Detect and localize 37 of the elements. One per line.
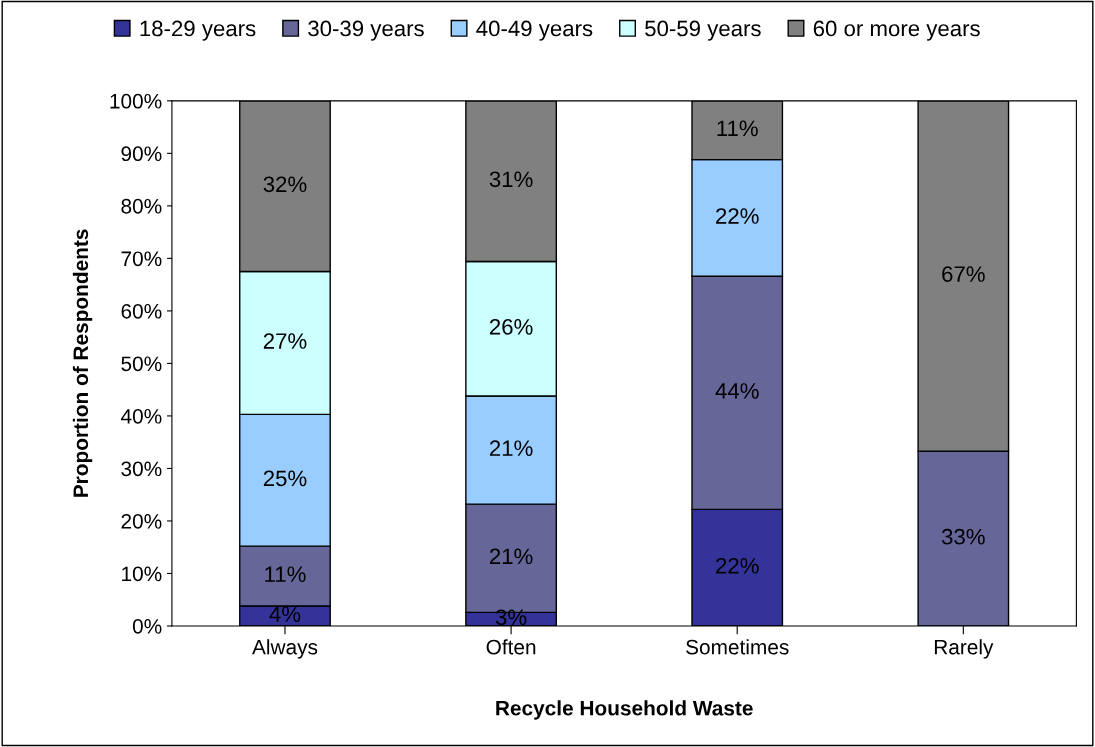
- data-label: 4%: [269, 606, 301, 622]
- x-axis-title: Recycle Household Waste: [496, 700, 753, 720]
- data-label: 27%: [263, 333, 307, 349]
- data-label: 33%: [941, 528, 985, 545]
- data-label: 31%: [489, 171, 533, 188]
- data-label: 25%: [263, 470, 307, 487]
- y-tick-label: 30%: [121, 461, 162, 477]
- y-tick-label: 40%: [120, 408, 162, 424]
- x-tick-label: Sometimes: [686, 639, 789, 655]
- data-label: 22%: [716, 557, 759, 574]
- legend-label: 50-59 years: [645, 20, 761, 41]
- data-label: 67%: [942, 266, 985, 282]
- data-label: 11%: [265, 566, 306, 582]
- y-tick-label: 70%: [121, 251, 162, 267]
- legend-label: 40-49 years: [476, 20, 593, 41]
- legend-label: 60 or more years: [813, 20, 980, 41]
- y-tick-label: 80%: [121, 198, 162, 214]
- y-tick-label: 90%: [121, 146, 162, 162]
- y-tick-label: 0%: [132, 618, 162, 634]
- y-tick-label: 10%: [122, 566, 162, 582]
- x-tick-label: Rarely: [934, 639, 994, 659]
- legend-label: 30-39 years: [308, 20, 424, 41]
- y-tick-label: 50%: [121, 356, 162, 372]
- y-tick-label: 60%: [121, 303, 162, 319]
- legend-label: 18-29 years: [140, 20, 256, 41]
- data-label: 26%: [489, 318, 533, 335]
- y-tick-label: 20%: [121, 513, 162, 529]
- y-axis-title: Proportion of Respondents: [72, 229, 93, 497]
- data-label: 44%: [715, 383, 759, 399]
- y-tick-label: 100%: [110, 93, 162, 109]
- data-label: 32%: [263, 176, 307, 193]
- data-label: 22%: [716, 208, 759, 224]
- data-label: 21%: [489, 440, 533, 456]
- data-label: 11%: [717, 120, 758, 137]
- data-label: 21%: [489, 548, 533, 565]
- x-tick-label: Always: [252, 639, 318, 659]
- x-tick-label: Often: [486, 639, 536, 655]
